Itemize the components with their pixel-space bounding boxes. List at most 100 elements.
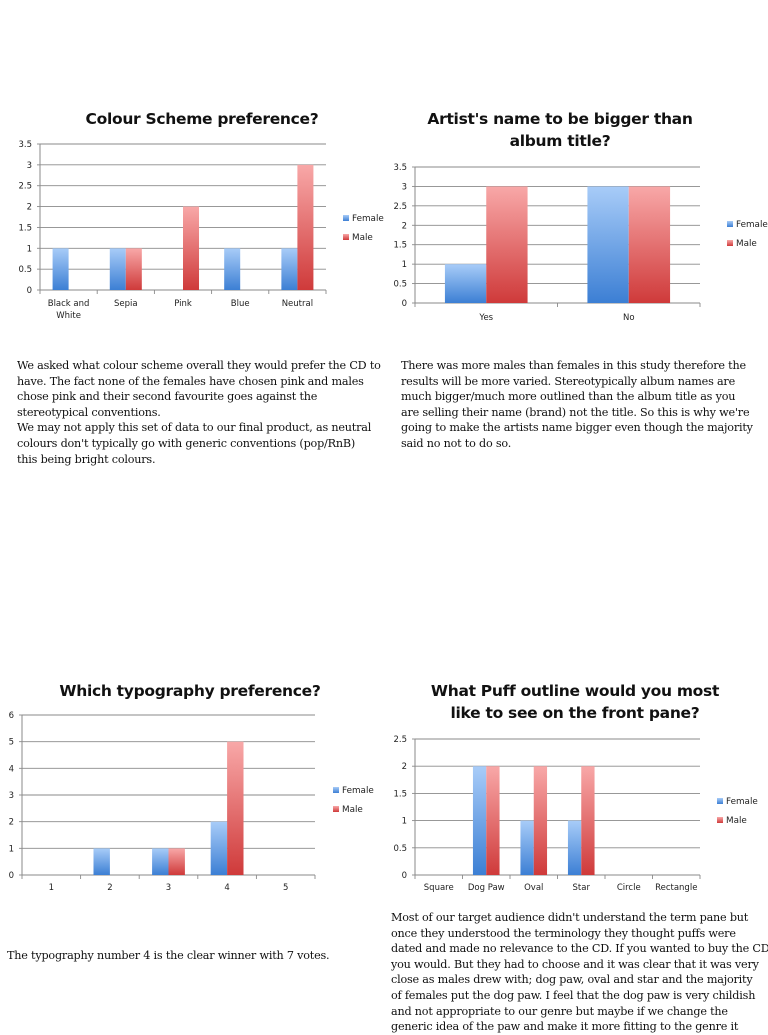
x-tick-label: Blue xyxy=(231,299,250,309)
legend-label-male: Male xyxy=(726,816,747,826)
bar-female xyxy=(587,186,629,303)
bar-female xyxy=(520,820,534,875)
x-tick-label: Square xyxy=(424,883,454,893)
commentary-line: of females put the dog paw. I feel that … xyxy=(391,988,756,1002)
commentary-line: much bigger/much more outlined than the … xyxy=(401,390,736,404)
legend-label-female: Female xyxy=(736,220,768,230)
y-tick-label: 2 xyxy=(9,818,14,828)
commentary-line: dated and made no relevance to the CD. I… xyxy=(391,942,768,956)
y-tick-label: 6 xyxy=(9,711,14,721)
x-tick-label: Black and xyxy=(48,299,90,309)
artist-name-commentary: There was more males than females in thi… xyxy=(401,358,765,452)
commentary-line: and not appropriate to our genre but may… xyxy=(391,1004,728,1018)
commentary-line: The typography number 4 is the clear win… xyxy=(7,949,330,962)
y-tick-label: 5 xyxy=(9,738,14,748)
bar-male xyxy=(168,848,185,875)
artist-name-title-line-2: album title? xyxy=(509,132,611,150)
legend-label-female: Female xyxy=(352,214,384,224)
commentary-line: once they understood the terminology the… xyxy=(391,926,736,940)
bar-female xyxy=(210,821,228,875)
legend-swatch-male xyxy=(727,240,733,246)
legend-swatch-female xyxy=(343,215,349,221)
legend-swatch-female xyxy=(727,221,733,227)
y-tick-label: 1.5 xyxy=(393,789,407,799)
bar-female xyxy=(109,248,126,290)
legend-label-male: Male xyxy=(352,233,373,243)
commentary-line: results will be more varied. Stereotypic… xyxy=(401,374,735,388)
artist-name-title-line-1: Artist's name to be bigger than xyxy=(427,110,693,128)
x-tick-label: Rectangle xyxy=(655,883,697,893)
legend-swatch-female xyxy=(333,787,339,793)
y-tick-label: 3 xyxy=(9,791,14,801)
bar-male xyxy=(533,766,548,875)
x-tick-label: White xyxy=(56,311,81,321)
commentary-line: There was more males than females in thi… xyxy=(401,359,746,372)
bar-female xyxy=(444,264,487,303)
y-tick-label: 2.5 xyxy=(393,735,407,745)
commentary-line: Most of our target audience didn't under… xyxy=(391,911,749,924)
commentary-line: going to make the artists name bigger ev… xyxy=(401,421,753,435)
x-tick-label: 3 xyxy=(166,883,171,893)
x-tick-label: 5 xyxy=(283,883,288,893)
y-tick-label: 1.5 xyxy=(393,241,407,251)
bar-male xyxy=(581,766,595,875)
legend-label-male: Male xyxy=(342,805,363,815)
bar-female xyxy=(567,820,582,875)
bar-male xyxy=(227,741,244,875)
typography-chart-title: Which typography preference? xyxy=(59,682,321,700)
x-tick-label: Star xyxy=(573,883,591,893)
x-tick-label: Oval xyxy=(524,883,543,893)
y-tick-label: 0 xyxy=(402,871,407,881)
bar-female xyxy=(52,248,69,290)
y-tick-label: 3.5 xyxy=(18,140,32,150)
y-tick-label: 0 xyxy=(27,286,32,296)
puff-title-line-2: like to see on the front pane? xyxy=(450,704,700,722)
legend-swatch-female xyxy=(717,798,723,804)
y-tick-label: 3 xyxy=(402,182,407,192)
commentary-line: stereotypical conventions. xyxy=(17,405,161,419)
colour-scheme-chart-title: Colour Scheme preference? xyxy=(85,110,319,128)
puff-title-line-1: What Puff outline would you most xyxy=(430,682,720,700)
commentary-line: colours don't typically go with generic … xyxy=(17,436,356,450)
x-tick-label: Dog Paw xyxy=(468,883,505,893)
legend-label-female: Female xyxy=(726,797,758,807)
bar-female xyxy=(281,248,298,290)
legend-swatch-male xyxy=(717,817,723,823)
legend-label-female: Female xyxy=(342,786,374,796)
y-tick-label: 2.5 xyxy=(18,182,32,192)
bar-male xyxy=(125,248,142,290)
puff-outline-chart-title: What Puff outline would you most like to… xyxy=(415,680,735,724)
bar-male xyxy=(486,186,528,303)
typography-commentary: The typography number 4 is the clear win… xyxy=(7,948,377,964)
x-tick-label: 1 xyxy=(49,883,54,893)
y-tick-label: 0.5 xyxy=(393,844,407,854)
x-tick-label: Circle xyxy=(617,883,641,893)
x-tick-label: 4 xyxy=(224,883,229,893)
y-tick-label: 1 xyxy=(27,244,32,254)
y-tick-label: 2 xyxy=(27,203,32,213)
y-tick-label: 0.5 xyxy=(18,265,32,275)
commentary-line: We may not apply this set of data to our… xyxy=(17,421,372,435)
bar-female xyxy=(224,248,241,290)
x-tick-label: Sepia xyxy=(114,299,138,309)
commentary-line: generic idea of the paw and make it more… xyxy=(391,1020,739,1034)
commentary-line: said no not to do so. xyxy=(401,436,512,450)
y-tick-label: 3.5 xyxy=(393,163,407,173)
y-tick-label: 4 xyxy=(9,764,14,774)
x-tick-label: Yes xyxy=(478,313,493,323)
commentary-line: have. The fact none of the females have … xyxy=(17,374,364,388)
y-tick-label: 2 xyxy=(402,221,407,231)
legend-swatch-male xyxy=(343,234,349,240)
commentary-line: this being bright colours. xyxy=(17,452,156,466)
bar-male xyxy=(183,206,200,290)
y-tick-label: 1 xyxy=(402,260,407,270)
y-tick-label: 1 xyxy=(402,817,407,827)
bar-male xyxy=(486,766,500,875)
y-tick-label: 2 xyxy=(402,762,407,772)
bar-female xyxy=(93,848,110,875)
x-tick-label: 2 xyxy=(107,883,112,893)
